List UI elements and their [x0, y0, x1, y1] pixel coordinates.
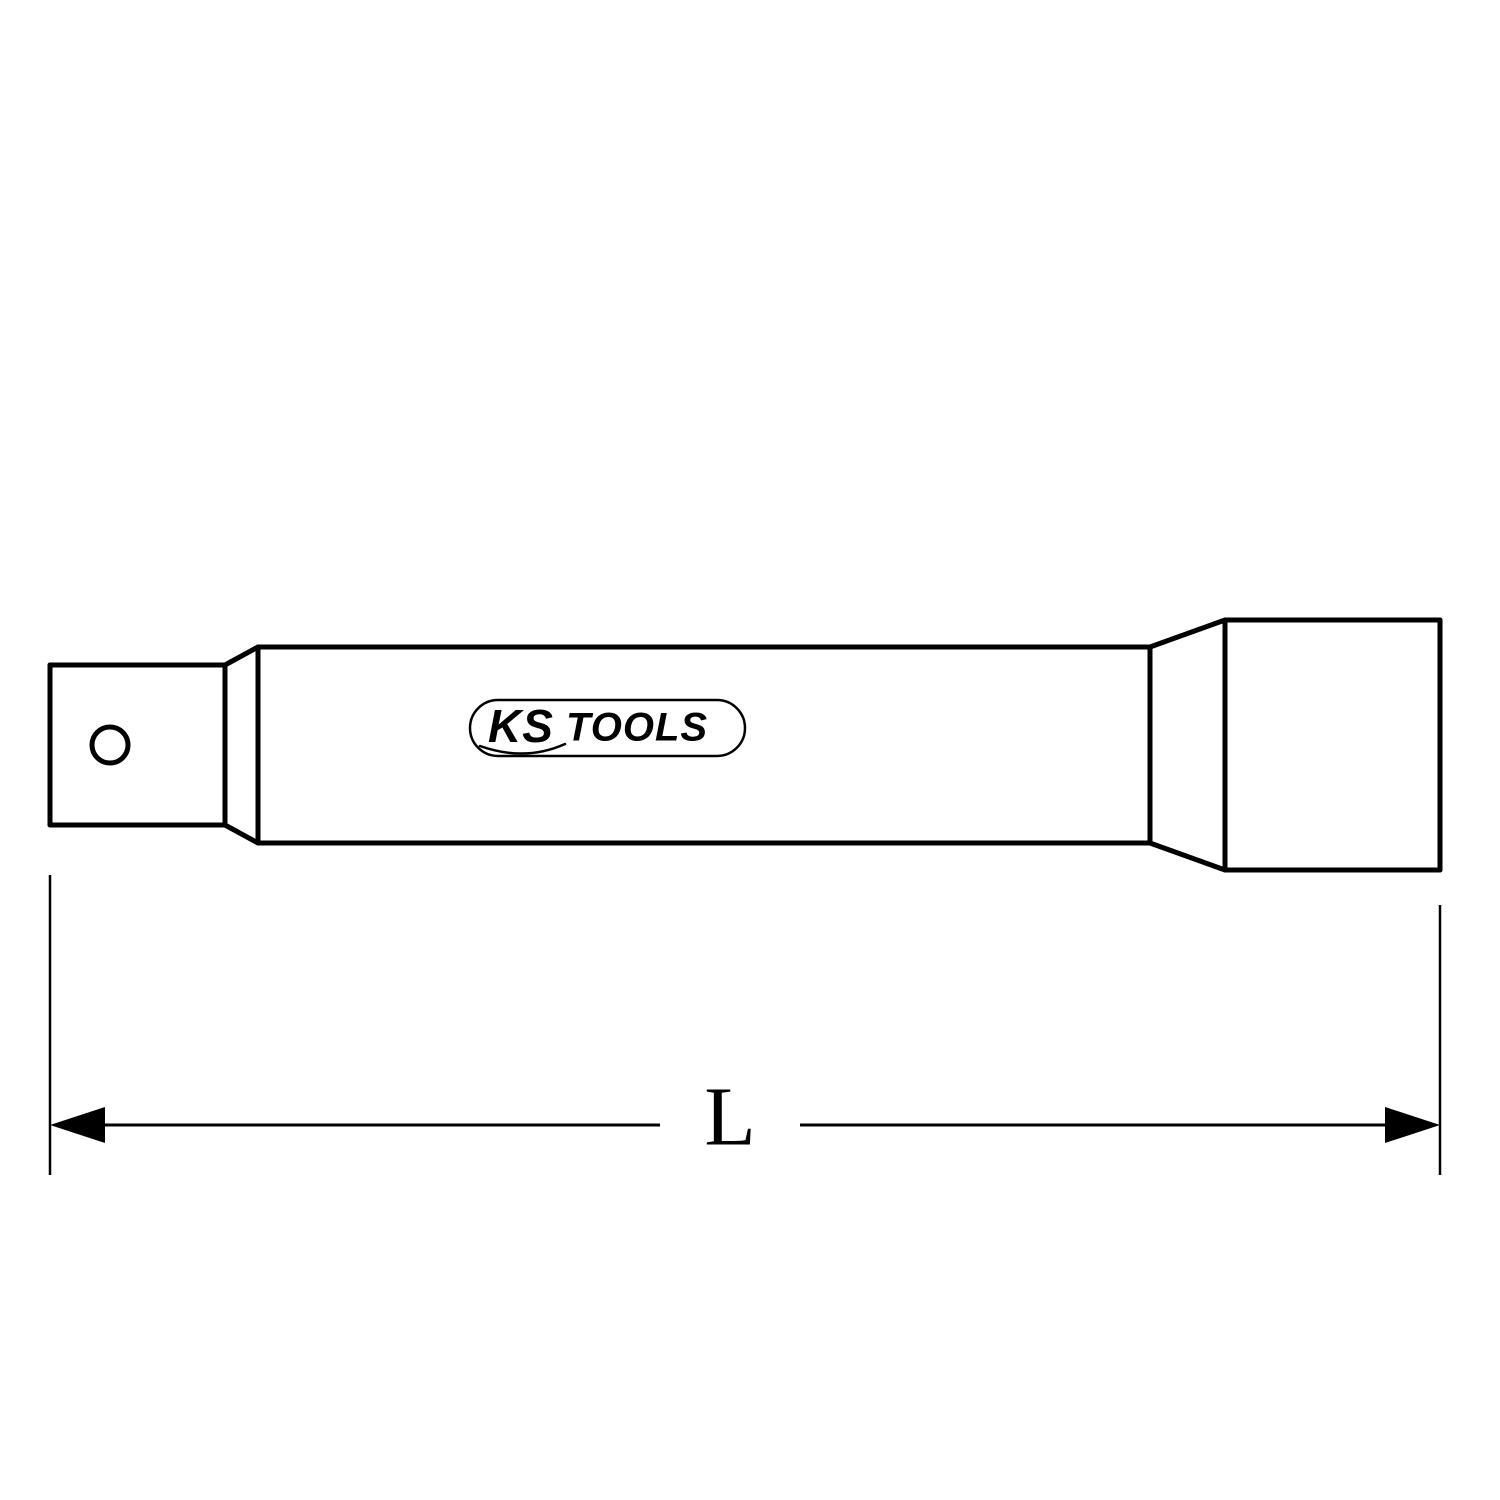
- dimension-arrow-left-icon: [50, 1107, 105, 1143]
- dimension-arrow-right-icon: [1385, 1107, 1440, 1143]
- logo-text-ks: KS: [488, 700, 554, 752]
- diagram-canvas: KS TOOLS L: [0, 0, 1500, 1500]
- detent-ball-icon: [92, 727, 128, 763]
- logo-text-tools: TOOLS: [566, 706, 708, 750]
- technical-drawing-svg: KS TOOLS L: [0, 0, 1500, 1500]
- brand-logo: KS TOOLS: [470, 700, 745, 756]
- dimension-label: L: [704, 1070, 755, 1163]
